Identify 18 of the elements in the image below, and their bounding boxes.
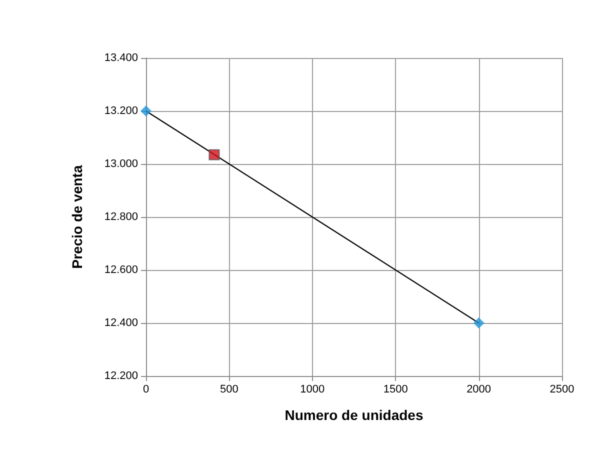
x-axis-title: Numero de unidades bbox=[284, 407, 424, 423]
y-tick-label: 12.200 bbox=[104, 370, 138, 382]
point bbox=[473, 318, 484, 328]
x-tick-label: 500 bbox=[220, 384, 238, 396]
x-tick-label: 2500 bbox=[550, 384, 574, 396]
y-axis-title: Precio de venta bbox=[69, 165, 85, 269]
y-tick-label: 13.000 bbox=[104, 158, 138, 170]
x-tick-label: 1000 bbox=[300, 384, 325, 396]
y-tick-label: 13.200 bbox=[104, 105, 138, 117]
y-tick-label: 12.400 bbox=[104, 317, 138, 329]
y-tick-label: 12.600 bbox=[104, 264, 138, 276]
x-tick-label: 2000 bbox=[466, 384, 492, 396]
x-tick-label: 1500 bbox=[383, 384, 408, 396]
x-tick-label: 0 bbox=[142, 384, 150, 396]
y-tick-label: 12.800 bbox=[104, 211, 138, 223]
y-tick-label: 13.400 bbox=[104, 52, 138, 64]
point bbox=[140, 106, 152, 116]
point bbox=[208, 149, 220, 160]
